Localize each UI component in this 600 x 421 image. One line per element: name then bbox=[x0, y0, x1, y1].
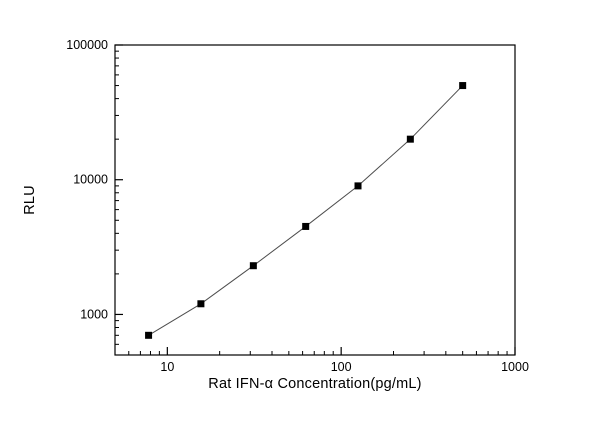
x-axis-tick-label: 1000 bbox=[501, 360, 529, 374]
data-point-marker bbox=[249, 262, 257, 270]
data-point-marker bbox=[145, 331, 153, 339]
series-line bbox=[148, 85, 464, 336]
data-point-marker bbox=[354, 182, 362, 190]
data-point-marker bbox=[302, 222, 310, 230]
x-axis-tick-label: 10 bbox=[160, 360, 174, 374]
x-axis-title: Rat IFN-α Concentration(pg/mL) bbox=[208, 376, 422, 392]
y-axis-tick-label: 10000 bbox=[73, 173, 108, 187]
plot-frame bbox=[114, 44, 516, 356]
x-axis-tick-label: 100 bbox=[331, 360, 352, 374]
y-axis-tick-label: 1000 bbox=[80, 307, 108, 321]
y-axis-title: RLU bbox=[22, 185, 38, 215]
data-point-marker bbox=[197, 300, 205, 308]
y-axis-tick-label: 100000 bbox=[66, 38, 108, 52]
data-point-marker bbox=[406, 135, 414, 143]
data-point-marker bbox=[459, 82, 467, 90]
